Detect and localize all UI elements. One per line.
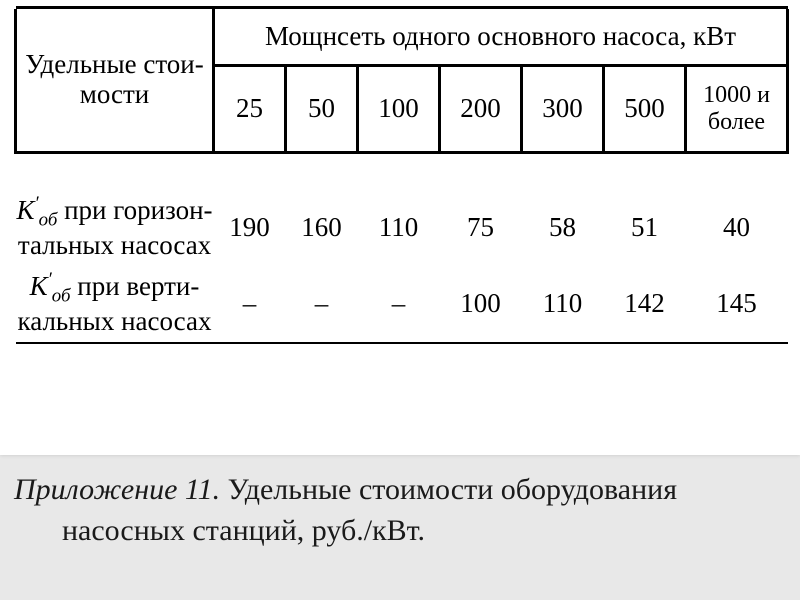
super-header-cell: Мощнсеть одного основного насоса, кВт xyxy=(214,9,788,65)
col-head-1: 50 xyxy=(286,65,358,152)
row-label-1: K′об при верти-кальных насосах xyxy=(16,266,214,343)
cell-0-5: 51 xyxy=(604,190,686,266)
col-head-4: 300 xyxy=(522,65,604,152)
cell-0-0: 190 xyxy=(214,190,286,266)
row-label-header: Удельные стои-мости xyxy=(16,9,214,152)
spacer-row xyxy=(16,154,788,190)
caption-prefix: Приложение 11. xyxy=(14,473,228,506)
col-head-0: 25 xyxy=(214,65,286,152)
cell-0-1: 160 xyxy=(286,190,358,266)
table-row: K′об при верти-кальных насосах – – – 100… xyxy=(16,266,788,343)
cell-1-5: 142 xyxy=(604,266,686,343)
cell-0-4: 58 xyxy=(522,190,604,266)
cell-0-2: 110 xyxy=(358,190,440,266)
super-header-text: Мощнсеть одного основного насоса, кВт xyxy=(265,21,736,51)
cell-1-2: – xyxy=(358,266,440,343)
caption-line2: насосных станций, руб./кВт. xyxy=(14,511,786,552)
table-frame: Удельные стои-мости Мощнсеть одного осно… xyxy=(0,0,800,455)
cell-0-6: 40 xyxy=(686,190,788,266)
row-label-0: K′об при горизон-тальных насосах xyxy=(16,190,214,266)
cell-1-3: 100 xyxy=(440,266,522,343)
caption-line1: Удельные стоимости оборудования xyxy=(228,473,677,506)
cell-1-0: – xyxy=(214,266,286,343)
cell-1-4: 110 xyxy=(522,266,604,343)
bottom-rule xyxy=(16,343,788,344)
caption: Приложение 11. Удельные стоимости оборуд… xyxy=(14,470,786,551)
col-head-2: 100 xyxy=(358,65,440,152)
col-head-6: 1000 и более xyxy=(686,65,788,152)
super-header-row: Удельные стои-мости Мощнсеть одного осно… xyxy=(16,9,788,65)
cell-1-1: – xyxy=(286,266,358,343)
cell-0-3: 75 xyxy=(440,190,522,266)
col-head-5: 500 xyxy=(604,65,686,152)
cost-table: Удельные стои-мости Мощнсеть одного осно… xyxy=(14,6,789,344)
table-row: K′об при горизон-тальных насосах 190 160… xyxy=(16,190,788,266)
row-label-header-text: Удельные стои-мости xyxy=(25,49,204,109)
col-head-3: 200 xyxy=(440,65,522,152)
cell-1-6: 145 xyxy=(686,266,788,343)
